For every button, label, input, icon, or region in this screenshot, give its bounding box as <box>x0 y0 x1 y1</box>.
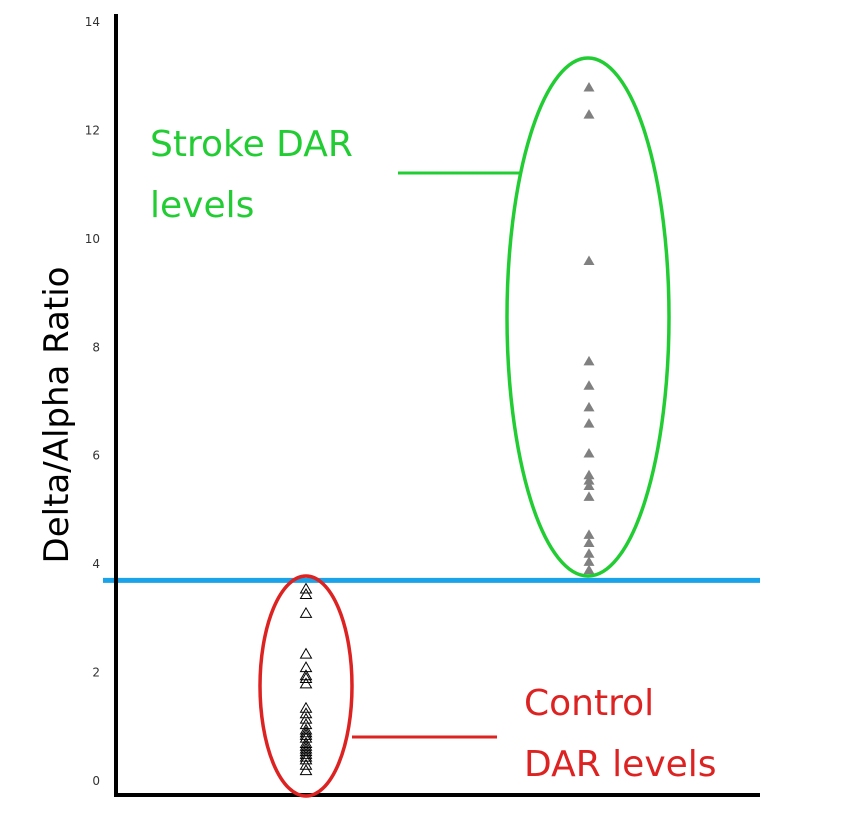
control-data-point <box>299 739 313 751</box>
stroke-data-point <box>583 564 595 575</box>
stroke-data-point <box>583 491 595 501</box>
stroke-data-point <box>583 529 595 539</box>
stroke-data-point <box>583 448 595 458</box>
control-data-point <box>299 742 313 754</box>
control-data-point <box>299 647 313 659</box>
y-tick-label: 4 <box>92 557 100 571</box>
y-tick-label: 8 <box>92 340 100 354</box>
stroke-data-point <box>583 556 595 566</box>
control-data-point <box>299 712 313 724</box>
control-data-point <box>299 677 313 689</box>
control-data-point <box>299 758 313 770</box>
stroke-annotation-line-2: levels <box>150 185 254 226</box>
stroke-data-point <box>583 548 595 558</box>
control-points <box>299 582 313 776</box>
stroke-data-point <box>583 82 595 92</box>
stroke-group-ellipse <box>505 56 671 578</box>
control-data-point <box>299 718 313 730</box>
stroke-data-point <box>583 380 595 390</box>
control-annotation-line-1: Control <box>524 683 654 724</box>
control-data-point <box>299 606 313 618</box>
control-annotation-line-2: DAR levels <box>524 744 717 785</box>
control-data-point <box>299 669 313 681</box>
control-data-point <box>299 753 313 765</box>
control-data-point <box>299 764 313 776</box>
control-data-point <box>299 587 313 599</box>
control-data-point <box>299 707 313 719</box>
stroke-data-point <box>583 109 595 119</box>
control-data-point <box>299 747 313 759</box>
control-data-point <box>299 661 313 673</box>
y-tick-label: 6 <box>92 449 100 463</box>
stroke-data-point <box>583 355 595 366</box>
y-tick-label: 12 <box>85 123 100 137</box>
stroke-data-point <box>583 255 595 266</box>
control-data-point <box>299 726 313 738</box>
y-axis-label: Delta/Alpha Ratio <box>37 267 77 564</box>
y-tick-label: 14 <box>85 15 100 29</box>
stroke-points <box>583 82 595 575</box>
y-tick-label: 0 <box>92 774 100 788</box>
control-data-point <box>299 671 313 683</box>
control-group-ellipse <box>258 574 354 798</box>
stroke-data-point <box>583 469 595 480</box>
y-tick-labels: 0 2 4 6 8 10 12 14 <box>85 15 100 788</box>
control-data-point <box>299 731 313 743</box>
stroke-data-point <box>583 418 595 428</box>
y-tick-label: 2 <box>92 666 100 680</box>
control-data-point <box>299 723 313 735</box>
y-tick-label: 10 <box>85 232 100 246</box>
control-data-point <box>299 745 313 757</box>
control-data-point <box>299 582 313 594</box>
stroke-data-point <box>583 480 595 491</box>
control-data-point <box>299 728 313 740</box>
stroke-data-point <box>583 401 595 412</box>
control-data-point <box>299 737 313 749</box>
control-data-point <box>299 750 313 762</box>
stroke-annotation-line-1: Stroke DAR <box>150 124 353 165</box>
stroke-data-point <box>583 537 595 547</box>
stroke-data-point <box>583 475 595 485</box>
control-data-point <box>299 701 313 713</box>
